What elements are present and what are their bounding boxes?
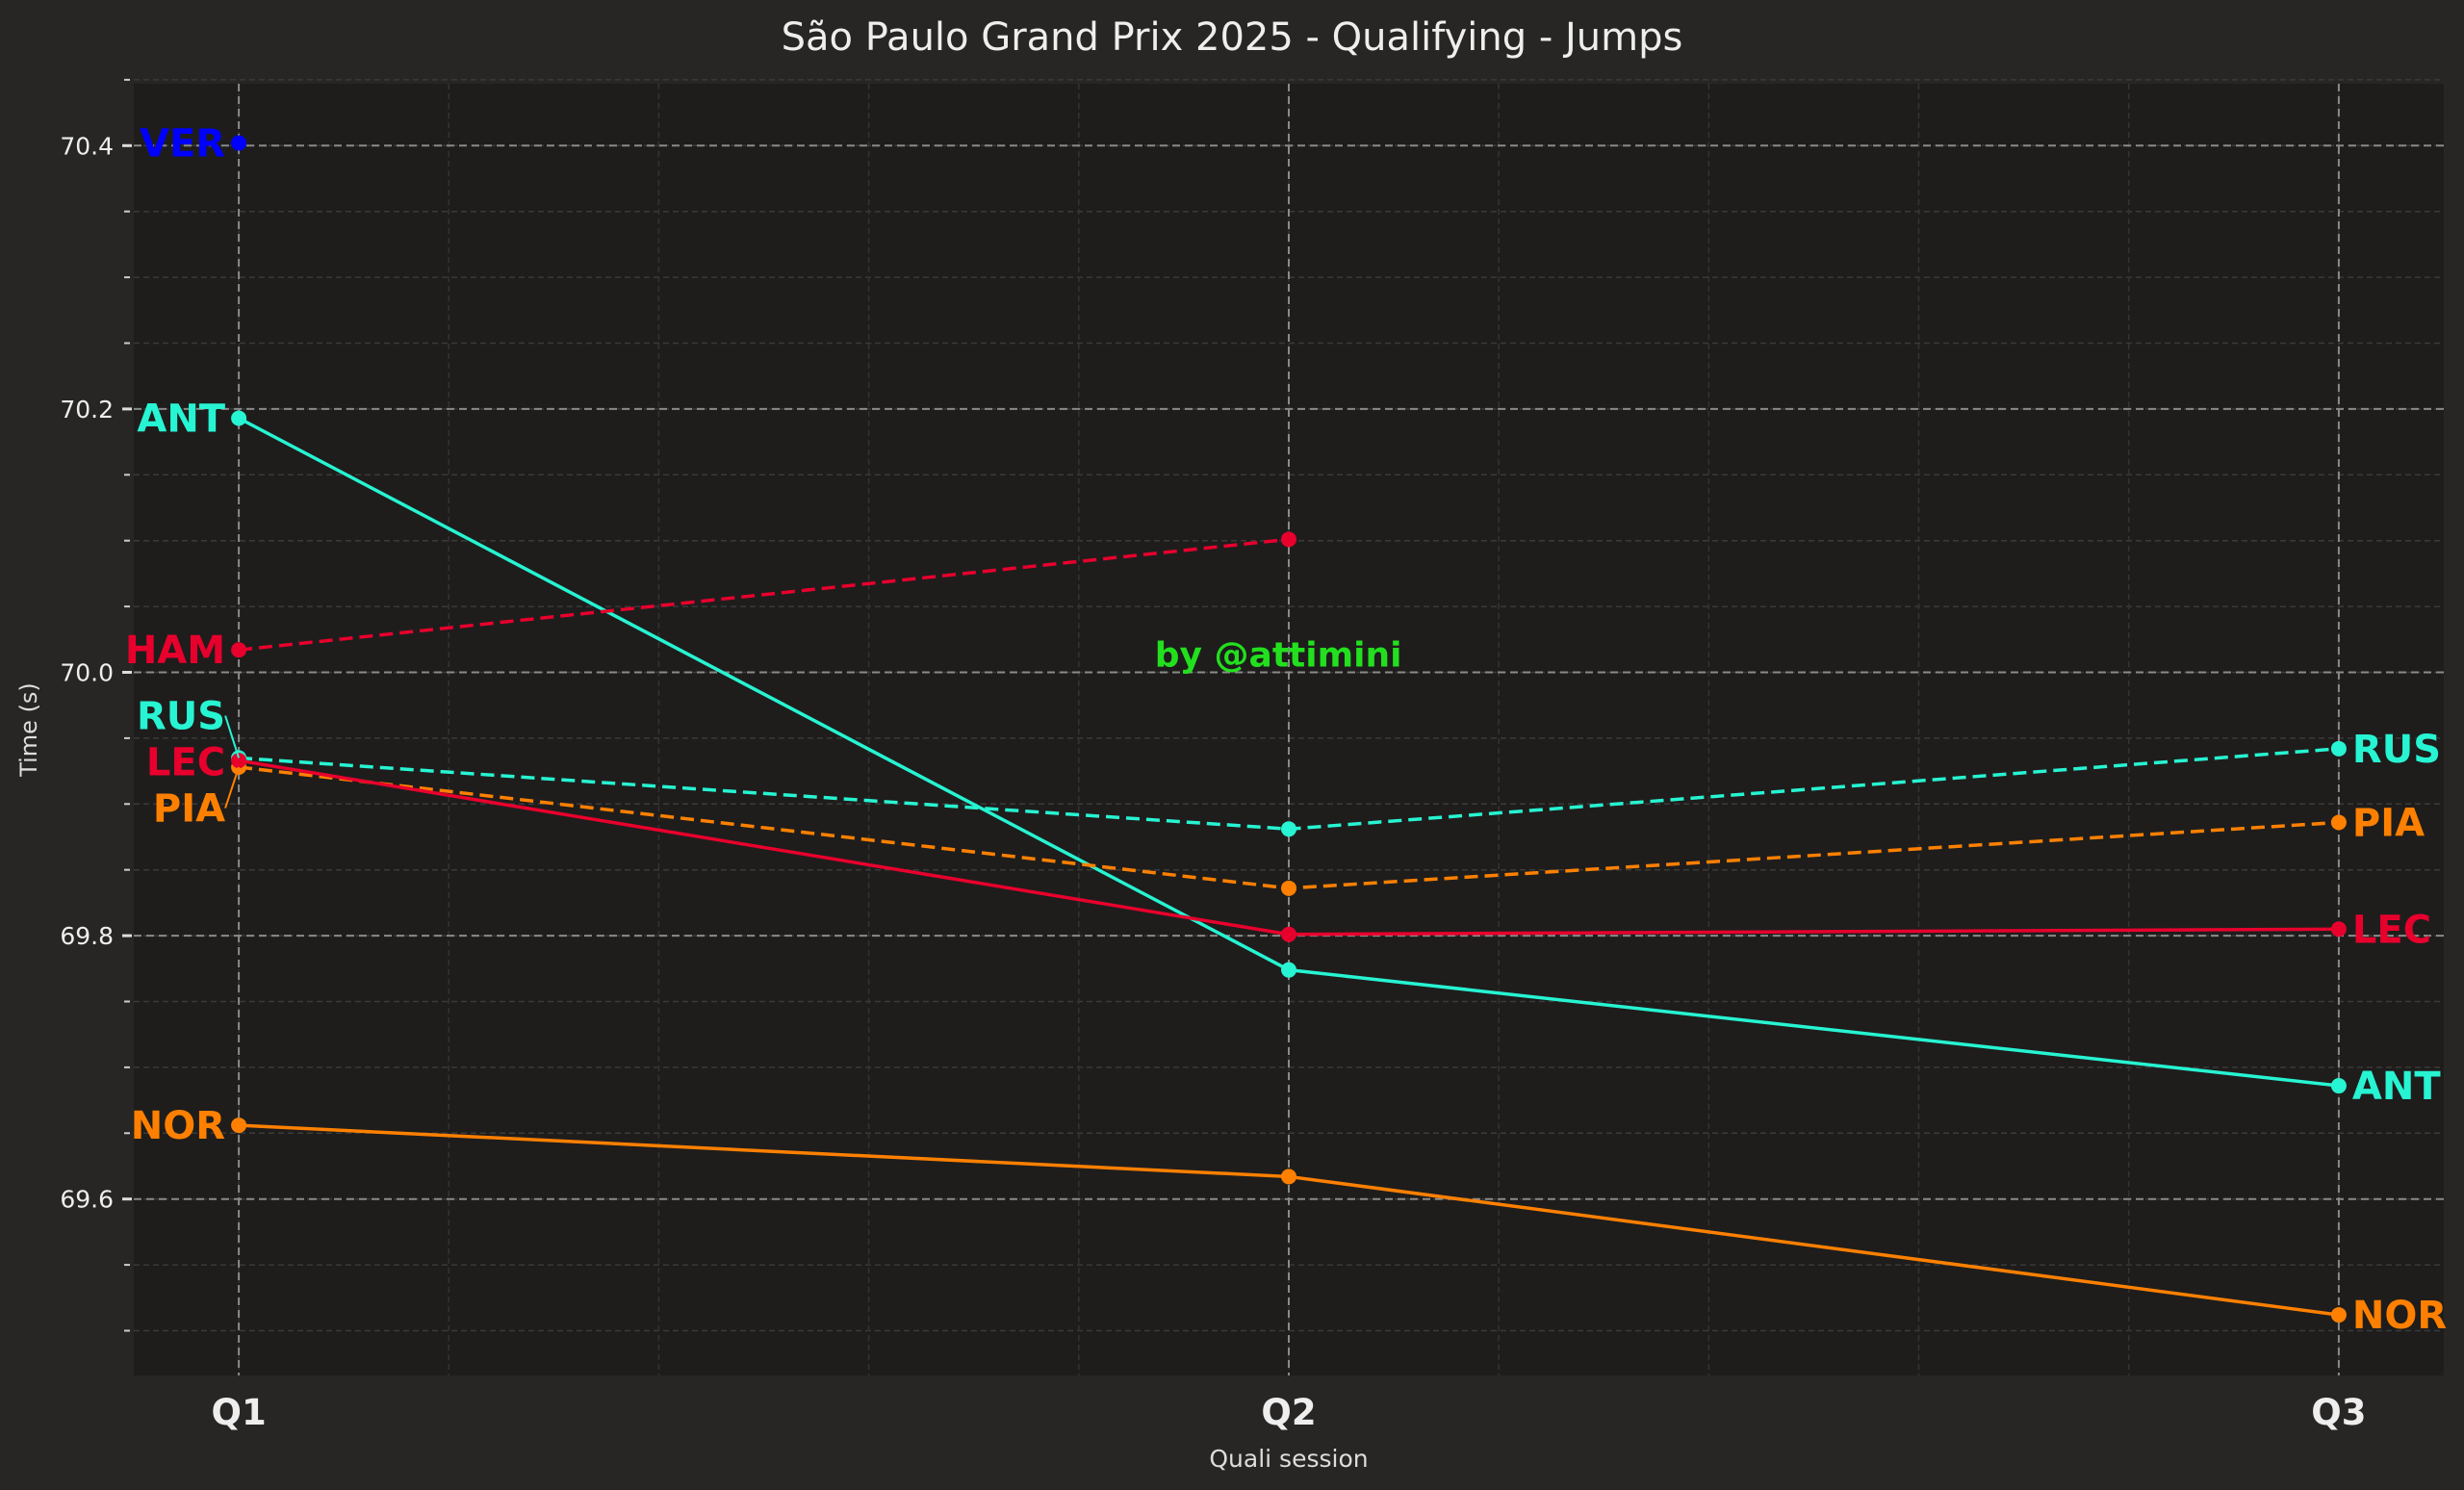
driver-label: HAM [125,629,225,673]
y-tick-label: 70.0 [60,658,114,686]
data-point-nor [231,1118,247,1134]
ticks: 69.6 69.8 70.0 70.2 70.4 Q1 Q2 Q3 [60,78,2367,1433]
driver-label: NOR [131,1104,225,1148]
y-tick-label: 69.8 [60,922,114,950]
x-tick-label: Q1 [211,1392,266,1433]
driver-label: ANT [2352,1065,2441,1109]
data-point-nor [2330,1307,2347,1323]
label-leader-line [224,766,241,809]
data-point-ham [231,642,247,658]
data-point-rus [2330,740,2347,757]
x-tick-label: Q3 [2311,1392,2366,1433]
driver-label: PIA [2352,801,2425,845]
data-point-ham [1281,531,1296,548]
driver-label: VER [140,122,225,167]
y-tick-label: 70.2 [60,396,114,424]
data-point-ver [231,135,247,151]
data-point-lec [2330,921,2347,938]
data-point-rus [1281,821,1296,837]
data-point-ant [2330,1078,2347,1094]
driver-label: PIA [153,787,225,832]
driver-label: RUS [2352,728,2441,772]
data-point-nor [1281,1169,1296,1185]
label-leader-line [224,715,241,758]
x-tick-label: Q2 [1261,1392,1316,1433]
driver-label: LEC [2352,908,2431,952]
grid [134,79,2444,1375]
chart-title: São Paulo Grand Prix 2025 - Qualifying -… [782,15,1683,60]
x-axis-label: Quali session [1209,1445,1368,1473]
data-point-ant [1281,962,1296,978]
series-line-ham [238,537,1290,652]
data-point-pia [1281,880,1296,896]
driver-label: RUS [137,695,225,739]
y-tick-label: 70.4 [60,132,114,160]
data-point-pia [2330,814,2347,831]
data-point-lec [231,753,247,769]
watermark: by @attimini [1155,635,1402,675]
driver-label: NOR [2352,1294,2447,1338]
series-layer [231,135,2347,1323]
driver-label: LEC [146,741,225,785]
y-axis-label: Time (s) [15,682,42,778]
driver-label: ANT [137,397,225,441]
data-point-ant [231,410,247,426]
y-tick-label: 69.6 [60,1186,114,1214]
data-point-lec [1281,926,1296,942]
